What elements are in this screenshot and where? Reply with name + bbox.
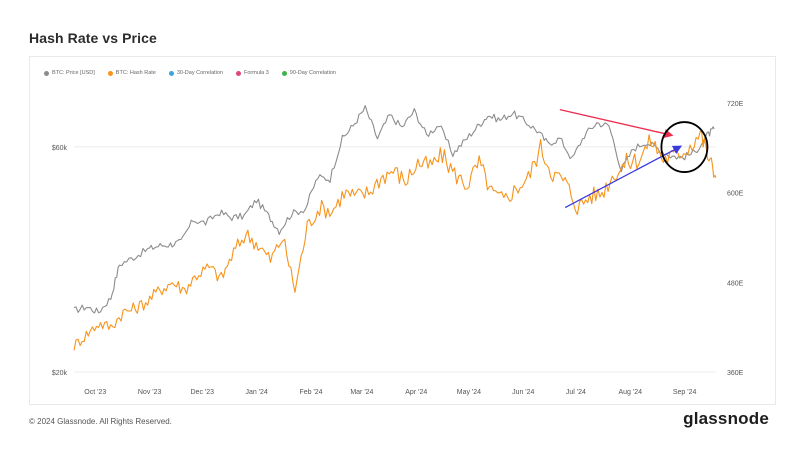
y-right-tick-label: 480E	[727, 280, 744, 287]
legend-dot-icon	[107, 70, 113, 76]
series-line	[73, 131, 717, 351]
legend-label: Formula 3	[244, 70, 269, 76]
highlight-circle	[660, 121, 709, 173]
legend-item[interactable]: BTC: Price [USD]	[44, 70, 95, 76]
x-tick-label: Jan '24	[245, 389, 267, 396]
x-tick-label: Nov '23	[138, 389, 162, 396]
y-right-tick-label: 600E	[727, 191, 744, 198]
legend-label: BTC: Price [USD]	[52, 70, 95, 76]
x-tick-label: Jun '24	[512, 389, 534, 396]
x-tick-label: Oct '23	[84, 389, 106, 396]
legend-dot-icon	[281, 70, 287, 76]
x-tick-label: May '24	[457, 389, 481, 396]
page-title: Hash Rate vs Price	[29, 30, 157, 46]
legend-item[interactable]: Formula 3	[236, 70, 269, 76]
series-line	[73, 105, 715, 314]
glassnode-logo[interactable]: glassnode	[683, 409, 769, 428]
annotation-arrow	[559, 108, 674, 139]
y-right-tick-label: 720E	[727, 101, 744, 108]
x-tick-label: Mar '24	[350, 389, 373, 396]
legend-label: BTC: Hash Rate	[115, 70, 156, 76]
legend-item[interactable]: BTC: Hash Rate	[107, 70, 156, 76]
y-left-tick-label: $20k	[52, 370, 68, 377]
y-left-tick-label: $60k	[52, 145, 68, 152]
legend-label: 30-Day Correlation	[176, 70, 224, 76]
x-tick-label: Apr '24	[405, 389, 427, 396]
legend-dot-icon	[168, 70, 174, 76]
annotation-arrow	[564, 145, 683, 209]
legend-dot-icon	[236, 70, 242, 76]
x-tick-label: Sep '24	[673, 389, 697, 396]
legend-item[interactable]: 90-Day Correlation	[281, 70, 336, 76]
y-right-tick-label: 360E	[727, 370, 744, 377]
x-tick-label: Aug '24	[618, 389, 642, 396]
x-tick-label: Feb '24	[299, 389, 322, 396]
legend-label: 90-Day Correlation	[289, 70, 336, 76]
x-tick-label: Dec '23	[191, 389, 215, 396]
legend-dot-icon	[44, 70, 49, 76]
legend-item[interactable]: 30-Day Correlation	[168, 70, 224, 76]
copyright-footer: © 2024 Glassnode. All Rights Reserved.	[29, 417, 172, 426]
chart-legend: BTC: Price [USD] BTC: Hash Rate 30-Day Cor…	[44, 70, 336, 76]
chart-frame	[29, 56, 776, 405]
x-tick-label: Jul '24	[566, 389, 586, 396]
